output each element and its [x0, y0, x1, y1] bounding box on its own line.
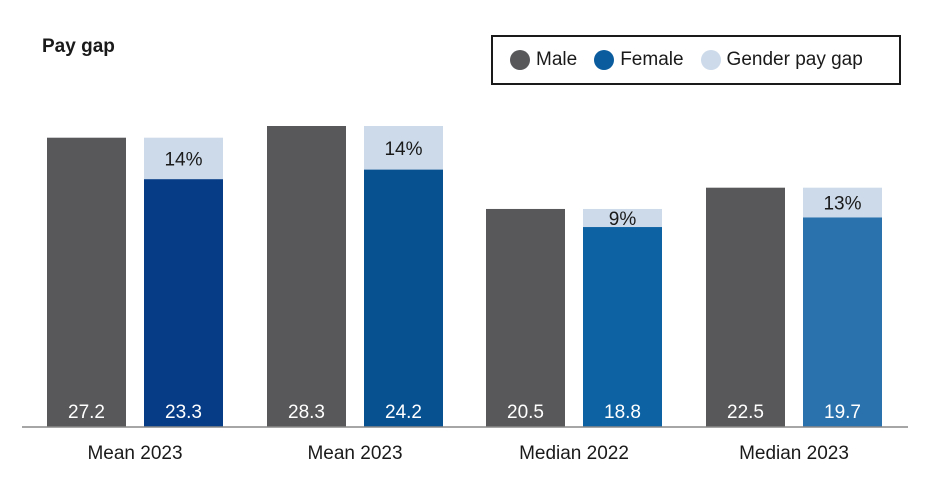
data-label-male: 28.3: [288, 402, 325, 423]
data-label-female: 24.2: [385, 402, 422, 423]
legend-item-male: Male: [510, 49, 577, 71]
legend-label-gap: Gender pay gap: [726, 49, 863, 70]
bar-female: [364, 169, 443, 427]
data-label-female: 19.7: [824, 402, 861, 423]
legend-item-female: Female: [594, 49, 684, 71]
bar-gap: [364, 126, 443, 170]
data-label-female: 18.8: [604, 402, 641, 423]
legend-swatch-female: [594, 50, 615, 70]
legend-label-female: Female: [620, 49, 684, 70]
legend-item-gap: Gender pay gap: [700, 49, 863, 71]
bar-female: [144, 179, 223, 427]
x-tick-label: Mean 2023: [87, 443, 182, 464]
chart-title: Pay gap: [42, 36, 115, 57]
legend-label-male: Male: [536, 49, 578, 70]
bar-gap: [144, 137, 223, 180]
bar-male: [267, 126, 346, 427]
data-label-gap: 14%: [384, 139, 422, 160]
bar-male: [47, 137, 126, 427]
bar-gap: [803, 187, 882, 218]
data-label-male: 27.2: [68, 402, 105, 423]
data-label-female: 23.3: [165, 402, 202, 423]
bar-male: [486, 208, 565, 427]
x-tick-label: Mean 2023: [307, 443, 402, 464]
data-label-gap: 14%: [164, 149, 202, 170]
data-label-gap: 9%: [609, 209, 637, 230]
data-label-gap: 13%: [823, 194, 861, 215]
x-tick-label: Median 2022: [519, 443, 629, 464]
bar-gap: [583, 208, 662, 228]
bar-female: [583, 227, 662, 427]
x-tick-label: Median 2023: [739, 443, 849, 464]
legend-swatch-male: [510, 50, 530, 70]
data-label-male: 22.5: [727, 402, 764, 423]
legend-swatch-gap: [700, 50, 721, 70]
bar-female: [803, 217, 882, 427]
legend: Male Female Gender pay gap: [491, 35, 901, 85]
data-label-male: 20.5: [507, 402, 544, 423]
bar-male: [706, 187, 785, 427]
